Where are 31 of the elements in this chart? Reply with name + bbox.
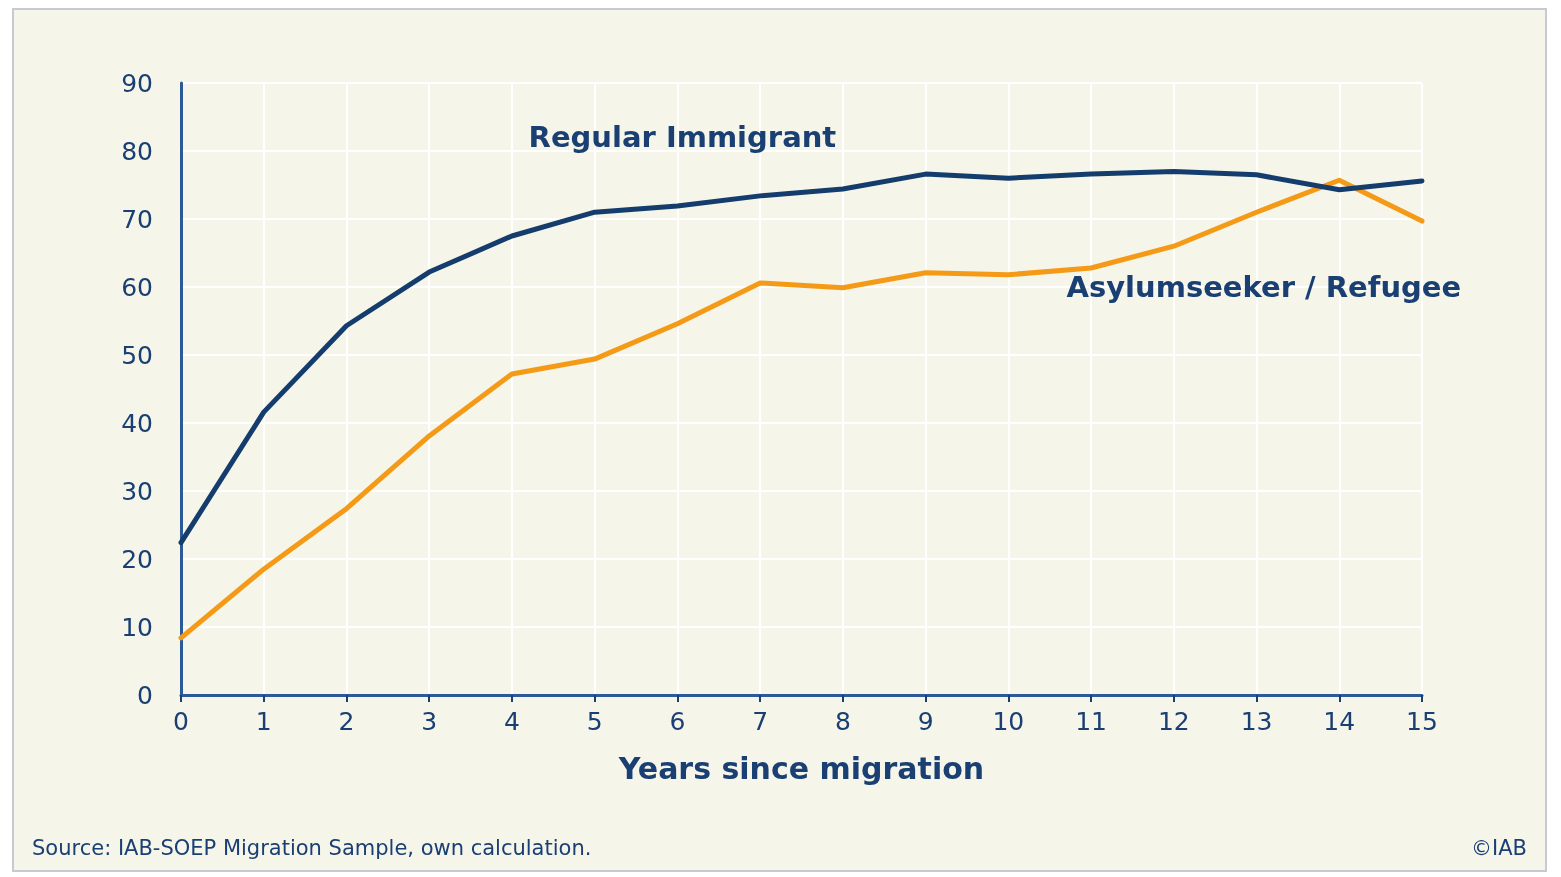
x-axis-title: Years since migration	[617, 750, 985, 786]
x-tick-label: 6	[669, 707, 686, 736]
x-tick-label: 1	[255, 707, 272, 736]
x-tick-label: 13	[1240, 707, 1273, 736]
x-tick-label: 11	[1075, 707, 1107, 736]
y-tick-label: 20	[121, 544, 153, 574]
x-tick-label: 7	[752, 707, 769, 736]
x-tick-label: 15	[1406, 707, 1438, 736]
x-tick-label: 14	[1323, 707, 1356, 736]
x-tick-label: 12	[1157, 707, 1190, 736]
text: ©IAB	[1471, 836, 1527, 860]
x-tick-label: 9	[917, 707, 934, 736]
series-label: Asylumseeker / Refugee	[1066, 269, 1462, 304]
x-tick-label: 10	[992, 707, 1025, 736]
y-tick-label: 80	[121, 136, 153, 166]
y-tick-label: 90	[121, 68, 153, 98]
x-tick-label: 0	[173, 707, 189, 736]
x-tick-label: 5	[586, 707, 603, 736]
y-tick-label: 60	[121, 272, 153, 302]
x-tick-label: 3	[421, 707, 438, 736]
y-tick-label: 40	[121, 408, 153, 438]
source-note: Source: IAB-SOEP Migration Sample, own calculation.	[32, 836, 592, 860]
y-tick-label: 10	[121, 612, 153, 642]
x-tick-label: 2	[338, 707, 355, 736]
y-tick-label: 30	[121, 476, 153, 506]
x-tick-label: 8	[834, 707, 851, 736]
y-tick-label: 70	[121, 204, 153, 234]
y-tick-label: 50	[121, 340, 153, 370]
x-tick-label: 4	[503, 707, 520, 736]
y-tick-label: 0	[137, 680, 153, 710]
series-label: Regular Immigrant	[528, 119, 837, 154]
